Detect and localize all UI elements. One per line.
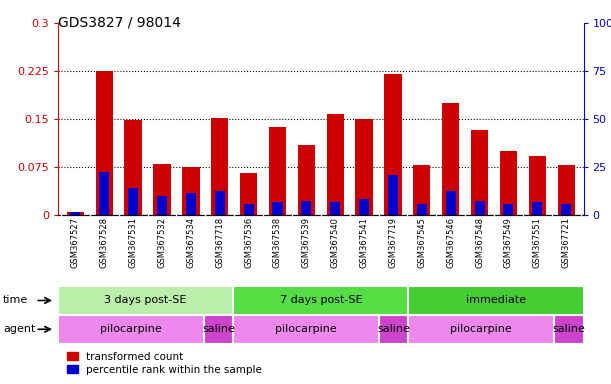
- Bar: [58, 286, 233, 315]
- Bar: [301, 201, 312, 215]
- Bar: [182, 167, 200, 215]
- Bar: [408, 286, 584, 315]
- Bar: [95, 71, 113, 215]
- Bar: [557, 165, 575, 215]
- Bar: [554, 315, 584, 344]
- Bar: [58, 315, 204, 344]
- Bar: [211, 118, 229, 215]
- Text: GSM367549: GSM367549: [504, 217, 513, 268]
- Text: 3 days post-SE: 3 days post-SE: [104, 295, 187, 306]
- Bar: [384, 74, 401, 215]
- Bar: [417, 204, 427, 215]
- Text: saline: saline: [552, 324, 585, 334]
- Bar: [445, 191, 456, 215]
- Text: GSM367551: GSM367551: [533, 217, 542, 268]
- Bar: [503, 204, 513, 215]
- Text: GSM367539: GSM367539: [302, 217, 311, 268]
- Bar: [379, 315, 408, 344]
- Bar: [356, 119, 373, 215]
- Text: pilocarpine: pilocarpine: [450, 324, 512, 334]
- Bar: [298, 145, 315, 215]
- Bar: [153, 164, 170, 215]
- Text: GSM367527: GSM367527: [71, 217, 80, 268]
- Text: saline: saline: [378, 324, 410, 334]
- Text: pilocarpine: pilocarpine: [276, 324, 337, 334]
- Bar: [214, 191, 225, 215]
- Text: GSM367541: GSM367541: [360, 217, 368, 268]
- Text: GSM367718: GSM367718: [215, 217, 224, 268]
- Bar: [233, 315, 379, 344]
- Text: immediate: immediate: [466, 295, 526, 306]
- Bar: [413, 165, 431, 215]
- Bar: [326, 114, 344, 215]
- Text: GSM367540: GSM367540: [331, 217, 340, 268]
- Text: agent: agent: [3, 324, 35, 334]
- Bar: [128, 188, 138, 215]
- Text: 7 days post-SE: 7 days post-SE: [279, 295, 362, 306]
- Text: GSM367721: GSM367721: [562, 217, 571, 268]
- Text: time: time: [3, 295, 28, 306]
- Text: GSM367532: GSM367532: [158, 217, 166, 268]
- Bar: [388, 175, 398, 215]
- Text: GDS3827 / 98014: GDS3827 / 98014: [58, 15, 181, 29]
- Bar: [330, 202, 340, 215]
- Text: GSM367534: GSM367534: [186, 217, 196, 268]
- Bar: [67, 212, 84, 215]
- Bar: [233, 286, 408, 315]
- Bar: [244, 204, 254, 215]
- Bar: [157, 196, 167, 215]
- Bar: [273, 202, 282, 215]
- Text: GSM367548: GSM367548: [475, 217, 484, 268]
- Bar: [269, 127, 286, 215]
- Bar: [532, 202, 543, 215]
- Bar: [99, 172, 109, 215]
- Bar: [561, 204, 571, 215]
- Bar: [471, 130, 488, 215]
- Legend: transformed count, percentile rank within the sample: transformed count, percentile rank withi…: [64, 348, 266, 379]
- Text: GSM367531: GSM367531: [128, 217, 137, 268]
- Text: GSM367538: GSM367538: [273, 217, 282, 268]
- Bar: [125, 120, 142, 215]
- Bar: [529, 156, 546, 215]
- Bar: [240, 174, 257, 215]
- Text: GSM367719: GSM367719: [389, 217, 397, 268]
- Bar: [70, 212, 81, 215]
- Bar: [475, 201, 485, 215]
- Bar: [442, 103, 459, 215]
- Bar: [500, 151, 517, 215]
- Text: GSM367536: GSM367536: [244, 217, 253, 268]
- Bar: [359, 199, 369, 215]
- Text: pilocarpine: pilocarpine: [100, 324, 162, 334]
- Text: saline: saline: [202, 324, 235, 334]
- Text: GSM367528: GSM367528: [100, 217, 109, 268]
- Text: GSM367545: GSM367545: [417, 217, 426, 268]
- Bar: [204, 315, 233, 344]
- Bar: [408, 315, 554, 344]
- Bar: [186, 193, 196, 215]
- Text: GSM367546: GSM367546: [446, 217, 455, 268]
